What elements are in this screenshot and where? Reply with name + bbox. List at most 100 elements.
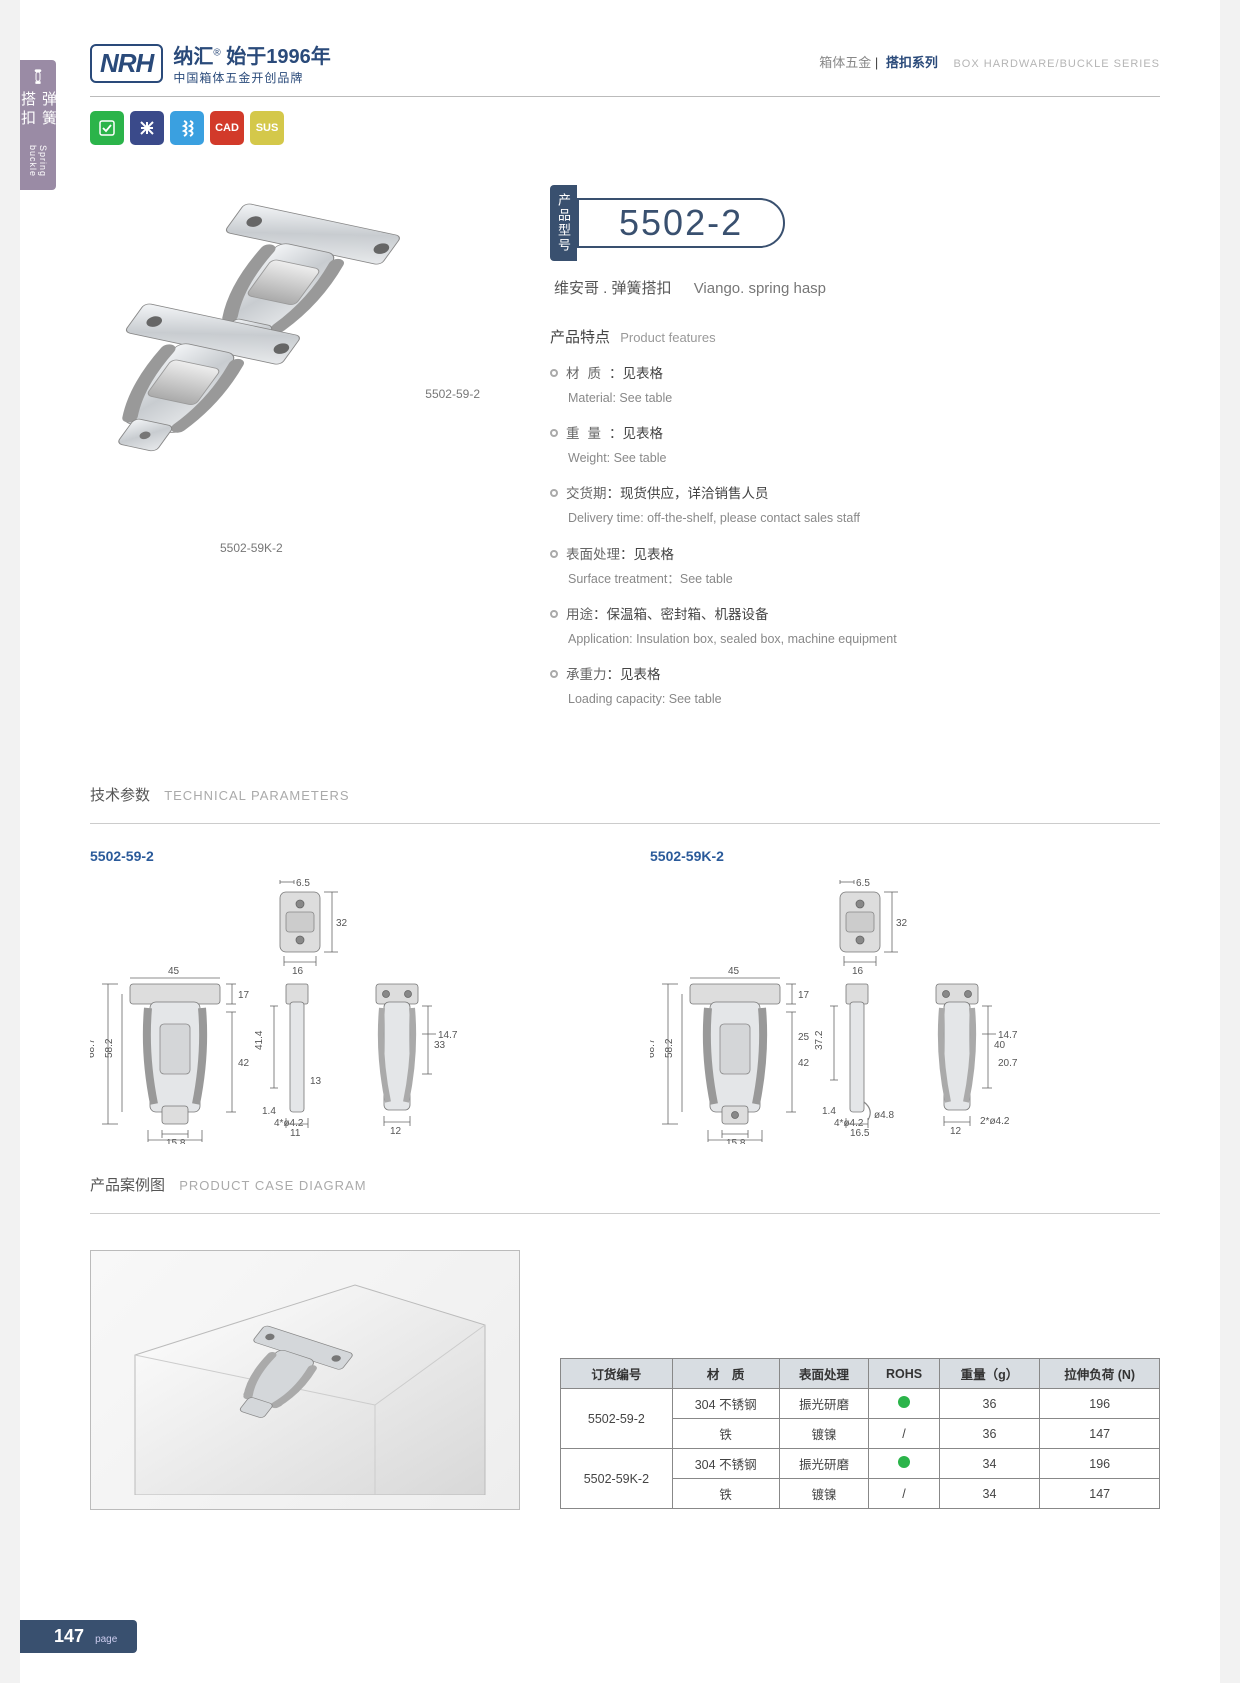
feature-badge-1 [130, 111, 164, 145]
spec-table-wrap: 订货编号材 质表面处理ROHS重量（g）拉伸负荷 (N) 5502-59-230… [560, 1358, 1160, 1509]
feature-badge-3: CAD [210, 111, 244, 145]
model-label: 产品型号 [550, 185, 577, 261]
spec-mat: 304 不锈钢 [672, 1389, 779, 1419]
feature-item-0: 材质：见表格Material: See table [550, 363, 1160, 409]
svg-text:33: 33 [434, 1040, 446, 1051]
feature-icon-row: CADSUS [90, 111, 1160, 145]
spec-surf: 振光研磨 [779, 1449, 869, 1479]
svg-text:16.5: 16.5 [850, 1128, 870, 1139]
product-subtitle: 维安哥 . 弹簧搭扣 Viango. spring hasp [554, 277, 1160, 298]
logo-cn: 纳汇 [173, 46, 213, 68]
tech-params-title: 技术参数 TECHNICAL PARAMETERS [90, 784, 1160, 805]
spec-load: 196 [1040, 1449, 1160, 1479]
subtitle-en: Viango. spring hasp [694, 280, 826, 297]
svg-text:37.2: 37.2 [814, 1030, 825, 1050]
logo-block: NRH 纳汇® 始于1996年 中国箱体五金开创品牌 [90, 40, 331, 86]
svg-text:41.4: 41.4 [254, 1030, 265, 1050]
product-photo-area: 5502-59-2 5502-59K-2 [90, 175, 520, 555]
side-tab-cn: 弹簧搭扣 [17, 91, 59, 141]
svg-text:ø4.8: ø4.8 [874, 1110, 894, 1121]
tech-divider [90, 823, 1160, 824]
features-title-en: Product features [620, 330, 715, 345]
svg-text:14.7: 14.7 [438, 1030, 458, 1041]
feature-badge-2 [170, 111, 204, 145]
spec-surf: 镀镍 [779, 1419, 869, 1449]
svg-text:32: 32 [336, 918, 348, 929]
svg-text:42: 42 [238, 1058, 250, 1069]
tech-block-a: 5502-59-2 32 6.5 16 [90, 848, 600, 1144]
spec-th-3: ROHS [869, 1359, 939, 1389]
svg-text:11: 11 [290, 1128, 301, 1139]
spec-mat: 304 不锈钢 [672, 1449, 779, 1479]
logo-since: 始于1996年 [226, 46, 331, 68]
spec-rohs: / [869, 1479, 939, 1509]
header-cn2: 搭扣系列 [886, 55, 938, 70]
tech-title-en: TECHNICAL PARAMETERS [164, 788, 349, 803]
table-row: 5502-59-2304 不锈钢振光研磨36196 [561, 1389, 1160, 1419]
svg-text:13: 13 [310, 1076, 322, 1087]
svg-text:42: 42 [798, 1058, 810, 1069]
page-num-lbl: page [95, 1634, 117, 1645]
svg-text:15.8: 15.8 [166, 1138, 186, 1144]
spec-load: 147 [1040, 1419, 1160, 1449]
tech-label-a: 5502-59-2 [90, 848, 600, 864]
svg-text:16: 16 [852, 966, 864, 977]
svg-text:17: 17 [798, 990, 810, 1001]
logo-sub: 中国箱体五金开创品牌 [173, 69, 330, 86]
spec-rohs: / [869, 1419, 939, 1449]
page-number: 147 page [20, 1620, 137, 1653]
spec-code: 5502-59K-2 [561, 1449, 673, 1509]
svg-text:58.2: 58.2 [664, 1038, 675, 1058]
features-title-cn: 产品特点 [550, 329, 610, 346]
product-label-b: 5502-59K-2 [220, 541, 283, 555]
case-diagram [90, 1250, 520, 1510]
svg-text:40: 40 [994, 1040, 1006, 1051]
product-label-a: 5502-59-2 [425, 387, 480, 401]
feature-item-3: 表面处理：见表格Surface treatment：See table [550, 544, 1160, 590]
spec-wt: 36 [939, 1419, 1040, 1449]
model-row: 产品型号 5502-2 [550, 185, 1160, 261]
spec-table: 订货编号材 质表面处理ROHS重量（g）拉伸负荷 (N) 5502-59-230… [560, 1358, 1160, 1509]
case-title-cn: 产品案例图 [90, 1177, 165, 1194]
spec-load: 196 [1040, 1389, 1160, 1419]
side-tab-en: Spring buckle [28, 145, 48, 190]
svg-text:45: 45 [168, 966, 180, 977]
spec-th-1: 材 质 [672, 1359, 779, 1389]
feature-item-4: 用途：保温箱、密封箱、机器设备Application: Insulation b… [550, 604, 1160, 650]
tech-block-b: 5502-59K-2 32 6.5 16 [650, 848, 1160, 1144]
feature-item-2: 交货期：现货供应，详洽销售人员Delivery time: off-the-sh… [550, 483, 1160, 529]
subtitle-cn: 维安哥 . 弹簧搭扣 [554, 280, 672, 297]
svg-text:32: 32 [896, 918, 908, 929]
header-category: 箱体五金 | 搭扣系列 BOX HARDWARE/BUCKLE SERIES [819, 52, 1160, 71]
spec-th-4: 重量（g） [939, 1359, 1040, 1389]
tech-label-b: 5502-59K-2 [650, 848, 1160, 864]
svg-text:15.8: 15.8 [726, 1138, 746, 1144]
page-num-val: 147 [54, 1626, 84, 1646]
header-en: BOX HARDWARE/BUCKLE SERIES [953, 58, 1160, 70]
spec-mat: 铁 [672, 1419, 779, 1449]
feature-item-5: 承重力：见表格Loading capacity: See table [550, 664, 1160, 710]
hasp-icon [28, 68, 48, 85]
case-title-en: PRODUCT CASE DIAGRAM [179, 1178, 366, 1193]
tech-title-cn: 技术参数 [90, 787, 150, 804]
svg-text:6.5: 6.5 [296, 878, 310, 889]
spec-wt: 36 [939, 1389, 1040, 1419]
page-header: NRH 纳汇® 始于1996年 中国箱体五金开创品牌 箱体五金 | 搭扣系列 B… [90, 40, 1160, 86]
svg-text:1.4: 1.4 [262, 1106, 276, 1117]
header-cn1: 箱体五金 [819, 55, 871, 70]
spec-load: 147 [1040, 1479, 1160, 1509]
spec-surf: 镀镍 [779, 1479, 869, 1509]
svg-text:14.7: 14.7 [998, 1030, 1018, 1041]
features-list: 材质：见表格Material: See table 重量：见表格Weight: S… [550, 363, 1160, 710]
feature-item-1: 重量：见表格Weight: See table [550, 423, 1160, 469]
case-diagram-block [90, 1238, 520, 1510]
spec-th-0: 订货编号 [561, 1359, 673, 1389]
svg-text:17: 17 [238, 990, 250, 1001]
feature-badge-4: SUS [250, 111, 284, 145]
spec-mat: 铁 [672, 1479, 779, 1509]
svg-text:68.7: 68.7 [90, 1038, 97, 1058]
svg-text:1.4: 1.4 [822, 1106, 836, 1117]
spec-wt: 34 [939, 1479, 1040, 1509]
svg-text:68.7: 68.7 [650, 1038, 657, 1058]
features-title: 产品特点 Product features [550, 326, 1160, 347]
